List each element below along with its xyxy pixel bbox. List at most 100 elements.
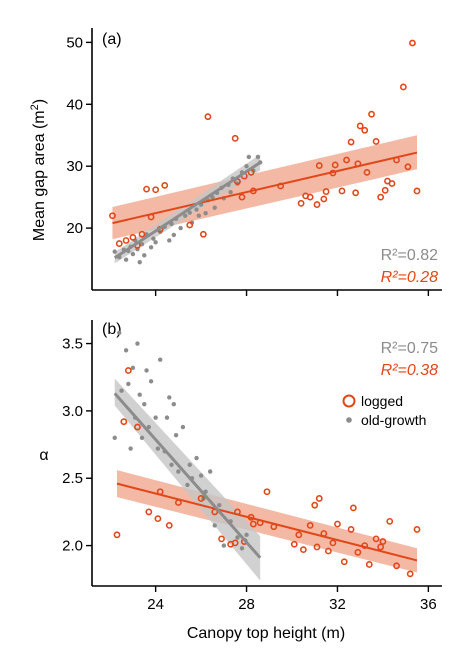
data-point-old-growth — [187, 210, 192, 215]
data-point-logged — [311, 501, 319, 509]
data-point-logged — [399, 83, 407, 91]
data-point-logged — [334, 520, 341, 528]
data-point-logged — [363, 168, 371, 176]
data-point-old-growth — [167, 395, 172, 400]
data-point-logged — [186, 221, 194, 229]
data-point-old-growth — [148, 245, 154, 250]
data-point-logged — [372, 138, 380, 145]
data-point-logged — [384, 177, 391, 185]
data-point-logged — [377, 543, 385, 551]
data-point-logged — [354, 548, 362, 556]
data-point-logged — [313, 201, 321, 208]
panel-b-label: (b) — [102, 321, 122, 338]
panel-a-label: (a) — [102, 31, 122, 48]
data-point-old-growth — [130, 251, 136, 257]
panel-b-fit-lines — [113, 392, 418, 562]
panel-a-r2-old-growth: R²=0.82 — [381, 247, 438, 264]
data-point-old-growth — [117, 330, 122, 335]
panel-b-r2-logged: R²=0.38 — [381, 362, 438, 379]
fit-line-old_growth — [113, 392, 262, 559]
data-point-logged — [406, 570, 414, 578]
data-point-logged — [290, 540, 298, 548]
data-point-old-growth — [167, 238, 172, 243]
data-point-logged — [324, 547, 332, 555]
data-point-logged — [386, 517, 394, 525]
data-point-old-growth — [176, 469, 181, 474]
x-tick-label: 32 — [329, 596, 346, 613]
data-point-logged — [313, 543, 321, 551]
panel-b-y-axis-title: α — [39, 447, 48, 464]
data-point-old-growth — [171, 232, 177, 238]
data-point-old-growth — [212, 205, 217, 210]
data-point-logged — [249, 520, 257, 528]
data-point-logged — [347, 138, 355, 146]
data-point-logged — [340, 558, 348, 566]
data-point-old-growth — [246, 154, 252, 160]
y-tick-label: 2.5 — [62, 470, 83, 487]
fit-line-old_growth — [113, 161, 262, 260]
data-point-old-growth — [146, 424, 152, 430]
data-point-logged — [315, 162, 323, 169]
fit-line-logged — [116, 482, 418, 562]
data-point-logged — [154, 515, 162, 523]
data-point-logged — [381, 186, 389, 194]
data-point-logged — [295, 531, 303, 539]
data-point-old-growth — [180, 424, 186, 430]
data-point-logged — [152, 186, 160, 194]
data-point-logged — [372, 535, 380, 543]
data-point-old-growth — [126, 381, 131, 387]
data-point-logged — [120, 418, 128, 426]
legend: logged old-growth — [342, 393, 426, 428]
data-point-logged — [115, 240, 123, 247]
data-point-old-growth — [198, 473, 204, 478]
data-point-logged — [129, 233, 137, 241]
x-tick-label: 28 — [238, 596, 255, 613]
data-point-logged — [299, 546, 307, 554]
panel-a-confidence-bands — [112, 135, 418, 264]
data-point-logged — [113, 531, 121, 539]
data-point-logged — [263, 488, 271, 496]
data-point-old-growth — [155, 446, 161, 451]
fit-line-logged — [112, 151, 418, 225]
data-point-old-growth — [128, 446, 133, 451]
data-point-old-growth — [239, 546, 245, 551]
data-point-logged — [377, 193, 385, 201]
data-point-logged — [338, 187, 346, 195]
data-point-logged — [122, 237, 130, 244]
data-point-old-growth — [139, 435, 145, 441]
data-point-old-growth — [123, 348, 129, 353]
data-point-logged — [138, 230, 146, 238]
legend-logged-marker — [342, 394, 356, 408]
legend-logged-label: logged — [361, 393, 403, 409]
data-point-logged — [165, 521, 173, 529]
data-point-old-growth — [207, 469, 213, 474]
data-point-logged — [379, 538, 387, 545]
data-point-logged — [302, 192, 310, 200]
data-point-logged — [199, 230, 207, 238]
data-point-logged — [238, 193, 246, 201]
data-point-logged — [320, 195, 328, 203]
data-point-old-growth — [112, 435, 117, 441]
data-point-old-growth — [142, 401, 147, 407]
data-point-logged — [352, 189, 360, 197]
data-point-old-growth — [182, 213, 188, 218]
data-point-logged — [365, 561, 373, 568]
data-point-old-growth — [194, 455, 199, 461]
data-point-logged — [347, 526, 355, 533]
data-point-logged — [404, 163, 412, 171]
panel-a-y-ticks: 20 30 40 50 — [66, 34, 92, 237]
data-point-old-growth — [244, 163, 249, 169]
data-point-old-growth — [164, 415, 170, 420]
y-tick-label: 50 — [66, 34, 83, 51]
y-tick-label: 3.0 — [62, 403, 83, 420]
data-point-logged — [143, 185, 150, 193]
data-point-logged — [218, 535, 225, 543]
data-point-old-growth — [196, 213, 202, 218]
panel-b-r2-old-growth: R²=0.75 — [381, 340, 438, 357]
data-point-old-growth — [151, 236, 156, 241]
data-point-old-growth — [203, 211, 208, 216]
data-point-old-growth — [157, 357, 163, 362]
panel-a-points — [109, 39, 421, 265]
panel-b-y-ticks: 2.0 2.5 3.0 3.5 — [62, 336, 92, 555]
